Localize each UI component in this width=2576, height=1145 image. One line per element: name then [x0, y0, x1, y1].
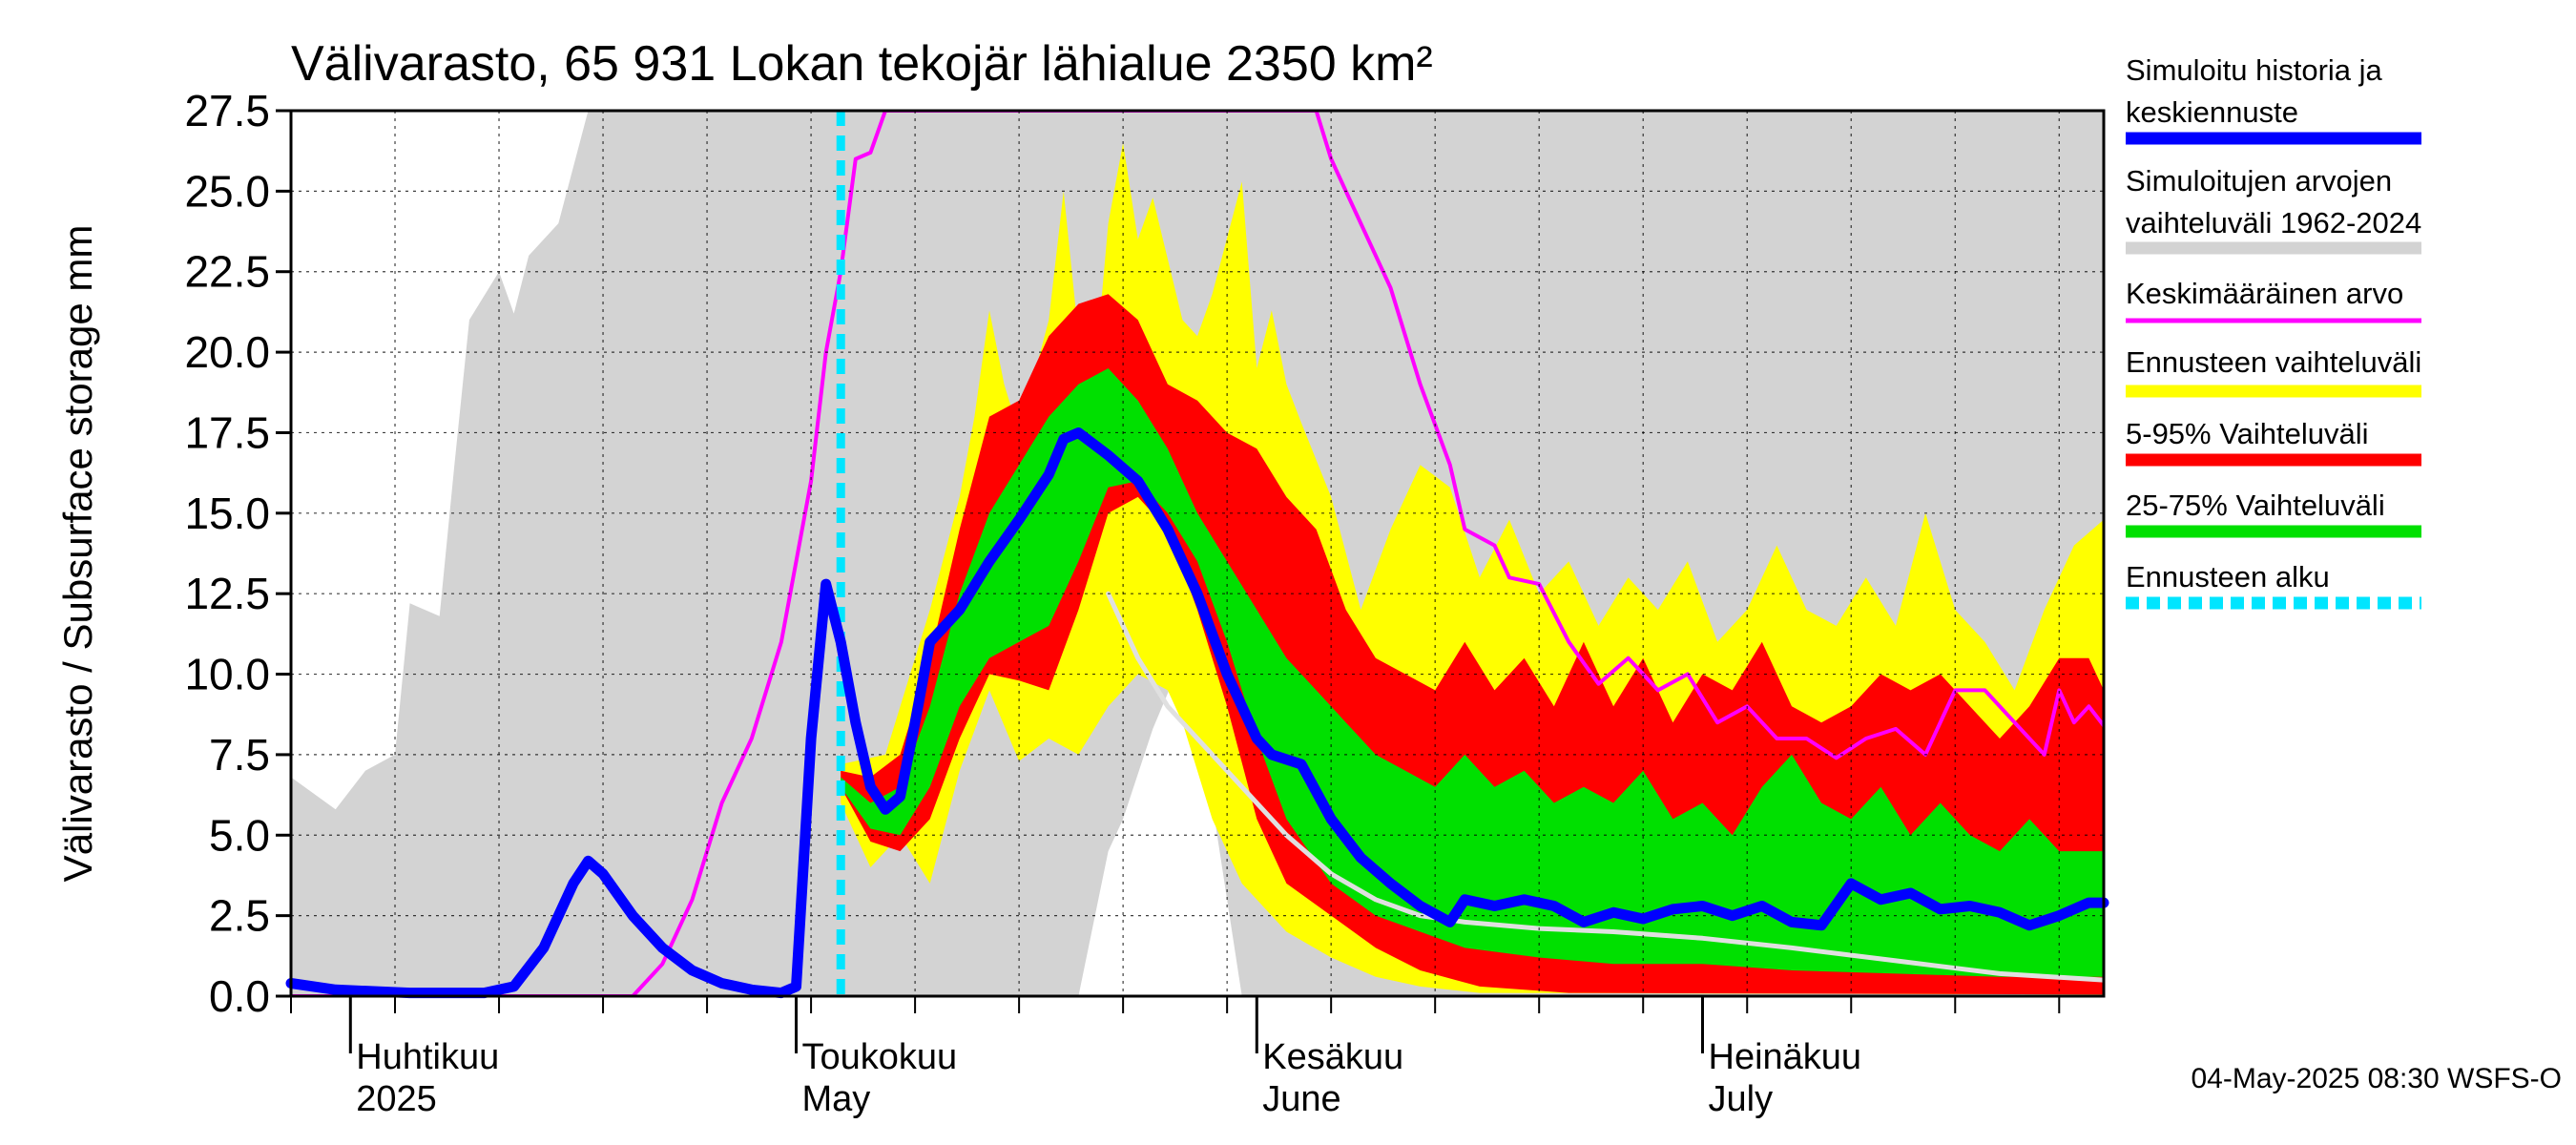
legend-label: keskiennuste [2126, 95, 2298, 129]
y-tick-label: 12.5 [184, 569, 270, 618]
y-tick-label: 0.0 [209, 971, 270, 1021]
x-month-label: Kesäkuu [1262, 1037, 1403, 1077]
plot-frame [289, 109, 2106, 998]
x-month-sublabel: June [1262, 1079, 1340, 1119]
y-tick-label: 2.5 [209, 891, 270, 941]
legend-label: vaihteluväli 1962-2024 [2126, 206, 2421, 239]
mean-value-line [291, 111, 2104, 996]
legend-item-p5_95: 5-95% Vaihteluväli [2126, 417, 2421, 467]
x-month-label: Heinäkuu [1709, 1037, 1862, 1077]
legend-item-hist: Simuloitujen arvojen vaihteluväli 1962-20… [2126, 164, 2421, 255]
chart-title: Välivarasto, 65 931 Lokan tekojär lähial… [291, 36, 1433, 92]
y-tick-label: 25.0 [184, 166, 270, 216]
x-month-label: Toukokuu [802, 1037, 958, 1077]
simulated-median-line [285, 427, 2109, 999]
x-month-label: Huhtikuu [356, 1037, 499, 1077]
legend-label: Keskimääräinen arvo [2126, 277, 2403, 310]
x-month-sublabel: 2025 [356, 1079, 437, 1119]
x-month-sublabel: July [1709, 1079, 1774, 1119]
legend: Simuloitu historia jakeskiennusteSimuloi… [2126, 53, 2421, 610]
y-tick-label: 20.0 [184, 327, 270, 377]
legend-item-fc_start: Ennusteen alku [2126, 560, 2421, 610]
chart-footer-timestamp: 04-May-2025 08:30 WSFS-O [2192, 1063, 2563, 1094]
legend-label: Simuloitujen arvojen [2126, 164, 2392, 198]
y-tick-label: 5.0 [209, 810, 270, 860]
p25-75-band [841, 368, 2104, 977]
y-tick-label: 7.5 [209, 730, 270, 780]
legend-item-p25_75: 25-75% Vaihteluväli [2126, 489, 2421, 538]
plot-area: 0.0 2.5 5.0 7.5 10.0 12.5 15.0 17.5 20.0 22.5 25.0… [55, 86, 2109, 1119]
white-reference-line [1106, 591, 2104, 983]
y-tick-label: 10.0 [184, 650, 270, 699]
legend-item-sim: Simuloitu historia ja keskiennuste [2126, 53, 2421, 145]
legend-label: Simuloitu historia ja [2126, 53, 2383, 87]
legend-label: Ennusteen vaihteluväli [2126, 345, 2421, 379]
legend-item-fc_range: Ennusteen vaihteluväli [2126, 345, 2421, 398]
legend-label: 25-75% Vaihteluväli [2126, 489, 2385, 522]
legend-item-mean: Keskimääräinen arvo [2126, 277, 2421, 323]
x-month-sublabel: May [802, 1079, 871, 1119]
y-axis-label: Välivarasto / Subsurface storage mm [55, 225, 100, 883]
legend-label: 5-95% Vaihteluväli [2126, 417, 2368, 450]
y-tick-label: 15.0 [184, 489, 270, 538]
y-tick-label: 22.5 [184, 247, 270, 297]
bands-layer [291, 111, 2104, 996]
grid-layer [290, 110, 2104, 997]
legend-label: Ennusteen alku [2126, 560, 2330, 593]
y-tick-label: 17.5 [184, 407, 270, 457]
y-tick-label: 27.5 [184, 86, 270, 135]
